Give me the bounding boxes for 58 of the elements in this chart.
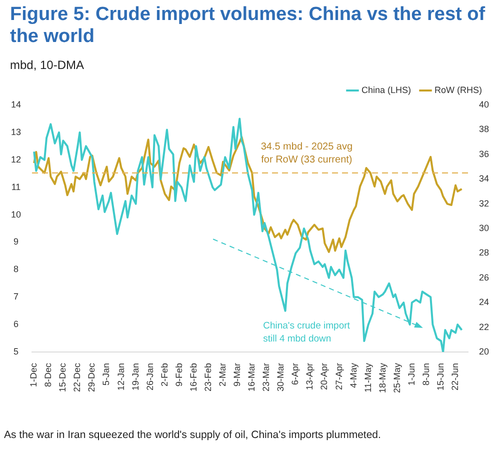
x-tick-label: 26-Jan	[144, 362, 155, 391]
x-tick-label: 16-Feb	[188, 362, 198, 392]
y-tick-label: 13	[11, 126, 22, 137]
chart-title: Figure 5: Crude import volumes: China vs the rest of the world	[10, 4, 486, 48]
y2-tick-label: 32	[478, 198, 489, 208]
y2-tick-label: 28	[478, 248, 489, 258]
y2-tick-label: 30	[478, 222, 489, 233]
x-tick-label: 19-Jan	[130, 362, 140, 391]
x-tick-label: 30-Mar	[276, 362, 286, 392]
y2-tick-label: 36	[478, 148, 489, 159]
x-tick-label: 27-Apr	[334, 362, 344, 390]
legend-label: China (LHS)	[361, 84, 412, 95]
x-tick-label: 11-May	[362, 362, 373, 392]
x-tick-label: 6-Apr	[290, 362, 300, 386]
x-tick-label: 22-Jun	[450, 362, 460, 391]
x-tick-label: 23-Mar	[261, 362, 272, 392]
y2-tick-label: 40	[478, 99, 489, 110]
x-tick-label: 1-Dec	[28, 362, 39, 388]
legend-label: RoW (RHS)	[434, 84, 482, 95]
y2-tick-label: 22	[478, 322, 489, 332]
ref-line-label: 34.5 mbd - 2025 avg for RoW (33 current)	[260, 142, 353, 166]
x-tick-label: 2-Feb	[159, 362, 170, 387]
y-tick-label: 5	[14, 346, 19, 356]
y-tick-label: 12	[11, 154, 22, 164]
x-tick-label: 8-Jun	[420, 362, 431, 386]
x-tick-label: 5-Jan	[101, 362, 112, 386]
x-tick-label: 20-Apr	[319, 362, 330, 390]
y-tick-label: 8	[14, 264, 19, 274]
x-tick-label: 16-Mar	[246, 362, 257, 392]
y-tick-label: 7	[14, 292, 19, 302]
y-tick-label: 9	[14, 236, 19, 247]
x-tick-label: 9-Feb	[174, 362, 184, 387]
x-tick-label: 4-May	[348, 362, 358, 388]
y2-tick-label: 34	[478, 174, 489, 184]
x-tick-label: 29-Dec	[86, 362, 97, 392]
x-tick-label: 15-Dec	[58, 362, 68, 392]
y-tick-label: 10	[11, 209, 22, 220]
y2-tick-label: 26	[478, 272, 489, 282]
x-tick-label: 18-May	[377, 362, 388, 394]
x-tick-label: 8-Dec	[43, 362, 54, 388]
annotation: China's crude import still 4 mbd down	[263, 320, 350, 344]
x-tick-label: 23-Feb	[202, 362, 213, 392]
y2-tick-label: 20	[478, 346, 489, 356]
x-tick-label: 9-Mar	[232, 362, 242, 387]
x-tick-label: 25-May	[392, 362, 402, 394]
y-tick-label: 14	[11, 99, 22, 110]
text: As the war in Iran squeezed the world's supply of oil, China's imports plummeted.	[4, 428, 382, 442]
y-tick-label: 11	[11, 182, 21, 192]
y2-tick-label: 38	[478, 124, 489, 134]
x-tick-label: 12-Jan	[116, 362, 126, 391]
y2-tick-label: 24	[478, 297, 489, 308]
x-tick-label: 22-Dec	[72, 362, 82, 392]
x-tick-label: 13-Apr	[304, 362, 315, 390]
y-tick-label: 6	[14, 319, 19, 330]
x-tick-label: 1-Jun	[406, 362, 416, 386]
x-tick-label: 15-Jun	[435, 362, 446, 391]
chart-subtitle: mbd, 10-DMA	[10, 58, 84, 72]
x-tick-label: 2-Mar	[217, 362, 228, 387]
